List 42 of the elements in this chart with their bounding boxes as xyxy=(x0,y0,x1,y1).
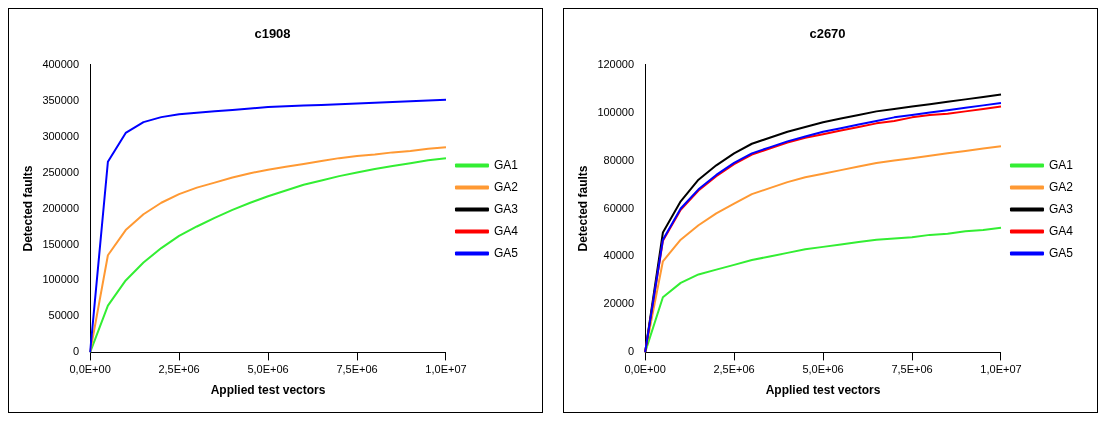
x-tick-label: 5,0E+06 xyxy=(247,363,289,376)
legend-label: GA4 xyxy=(1048,223,1074,238)
y-tick-label: 50000 xyxy=(48,309,80,322)
y-tick-label: 400000 xyxy=(42,57,80,70)
y-tick-label: 350000 xyxy=(42,93,80,106)
y-tick-label: 300000 xyxy=(42,129,80,142)
x-tick-label: 0,0E+00 xyxy=(69,363,111,376)
legend-label: GA5 xyxy=(493,245,519,260)
x-tick-label: 5,0E+06 xyxy=(802,363,844,376)
y-tick-label: 250000 xyxy=(42,165,80,178)
y-tick-label: 40000 xyxy=(603,249,635,262)
legend-label: GA1 xyxy=(493,157,519,172)
x-tick-label: 7,5E+06 xyxy=(891,363,933,376)
y-tick-label: 150000 xyxy=(42,237,80,250)
y-axis-title: Detected faults xyxy=(575,165,590,252)
y-tick-label: 0 xyxy=(72,345,80,358)
legend-label: GA5 xyxy=(1048,245,1074,260)
x-tick-label: 2,5E+06 xyxy=(713,363,755,376)
legend-label: GA3 xyxy=(493,201,519,216)
x-tick-label: 2,5E+06 xyxy=(158,363,200,376)
y-tick-label: 0 xyxy=(627,345,635,358)
legend-label: GA1 xyxy=(1048,157,1074,172)
x-tick-label: 7,5E+06 xyxy=(336,363,378,376)
legend-label: GA2 xyxy=(493,179,519,194)
y-tick-label: 60000 xyxy=(603,201,635,214)
legend-label: GA2 xyxy=(1048,179,1074,194)
y-tick-label: 200000 xyxy=(42,201,80,214)
x-tick-label: 1,0E+07 xyxy=(425,363,467,376)
legend-label: GA3 xyxy=(1048,201,1074,216)
y-tick-label: 120000 xyxy=(597,57,635,70)
chart-title: c2670 xyxy=(809,26,846,42)
legend-label: GA4 xyxy=(493,223,519,238)
y-tick-label: 20000 xyxy=(603,297,635,310)
y-axis-title: Detected faults xyxy=(20,165,35,252)
y-tick-label: 100000 xyxy=(42,273,80,286)
x-axis-title: Applied test vectors xyxy=(765,383,881,398)
x-tick-label: 1,0E+07 xyxy=(980,363,1022,376)
chart-title: c1908 xyxy=(254,26,291,42)
x-axis-title: Applied test vectors xyxy=(210,383,326,398)
y-tick-label: 80000 xyxy=(603,153,635,166)
x-tick-label: 0,0E+00 xyxy=(624,363,666,376)
y-tick-label: 100000 xyxy=(597,105,635,118)
